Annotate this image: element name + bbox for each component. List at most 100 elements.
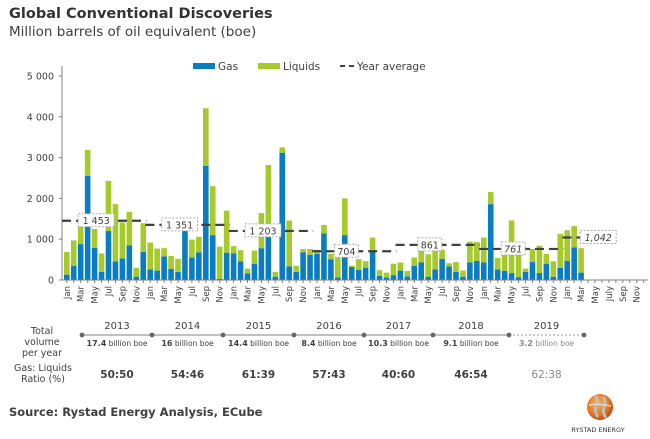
summary-volume-value: 8.4 (301, 339, 316, 348)
bar-liquids (77, 224, 84, 245)
bar-liquids (175, 258, 181, 272)
bar-gas (91, 247, 98, 280)
bar-gas (481, 262, 487, 280)
x-tick-label: Mar (77, 286, 87, 303)
bar-gas (404, 276, 411, 280)
bar-gas (77, 244, 84, 280)
year-average-label: 1 203 (249, 226, 276, 237)
bar-gas (564, 260, 570, 280)
bar-gas (328, 259, 334, 280)
x-tick-label: Nov (549, 286, 559, 303)
bar-liquids (91, 229, 98, 248)
bar-liquids (529, 248, 536, 263)
bar-gas (536, 273, 543, 280)
timeline-dot (361, 332, 367, 338)
bar-liquids (355, 259, 362, 270)
bar-liquids (467, 241, 473, 263)
bar-gas (279, 152, 286, 280)
timeline-dot (581, 332, 587, 338)
summary-year: 2015 (245, 321, 272, 332)
bar-gas (543, 263, 550, 280)
summary-year: 2019 (533, 321, 560, 332)
bar-liquids (70, 240, 77, 266)
bar-gas (84, 175, 91, 280)
chart-title: Global Conventional Discoveries (9, 6, 273, 22)
bar-gas (307, 254, 313, 280)
summary-volume: 8.4 billion boe (301, 339, 357, 348)
x-tick-label: Jan (146, 286, 156, 300)
bar-liquids (348, 265, 355, 267)
bar-liquids (439, 249, 445, 259)
bar-liquids (501, 246, 508, 272)
bar-gas (64, 274, 70, 280)
bar-liquids (453, 262, 459, 272)
bar-liquids (411, 257, 418, 266)
y-tick-label: 1 000 (27, 235, 54, 246)
chart-subtitle: Million barrels of oil equivalent (boe) (9, 24, 257, 40)
x-tick-label: May (91, 286, 101, 304)
bar-liquids (196, 236, 202, 253)
bar-liquids (557, 233, 564, 268)
year-average-label: 1,042 (585, 233, 612, 244)
bar-gas (383, 277, 390, 280)
y-tick-label: 3 000 (27, 153, 54, 164)
globe-logo-icon (587, 394, 613, 420)
x-tick-label: Sep (535, 286, 545, 302)
summary-volume-value: 17.4 (86, 339, 107, 348)
bar-liquids (147, 242, 153, 270)
x-tick-label: Sep (202, 286, 212, 302)
bar-gas (105, 231, 112, 280)
x-tick-label: Mar (410, 286, 420, 303)
bar-gas (418, 262, 425, 280)
legend-gas-swatch (193, 63, 215, 69)
summary-year: 2013 (104, 321, 130, 332)
bar-liquids (578, 248, 584, 273)
bar-liquids (161, 248, 167, 257)
x-tick-label: July (605, 286, 615, 302)
bar-liquids (154, 248, 160, 271)
timeline-dot (79, 332, 85, 338)
bar-gas (133, 276, 140, 280)
summary-volume: 10.3 billion boe (368, 339, 429, 348)
x-tick-label: Sep (118, 286, 128, 302)
y-tick-label: 0 (48, 276, 54, 287)
bar-liquids (460, 270, 466, 277)
year-timeline (79, 332, 587, 338)
bar-gas (515, 277, 522, 280)
bar-gas (98, 271, 105, 280)
bar-gas (126, 245, 133, 280)
bar-gas (272, 276, 279, 280)
summary-volume: 14.4 billion boe (228, 339, 289, 348)
bar-liquids (251, 250, 258, 264)
x-tick-label: Sep (285, 286, 295, 302)
x-tick-label: Jan (230, 286, 240, 300)
bar-liquids (293, 265, 299, 272)
bar-liquids (550, 261, 557, 277)
bar-liquids (522, 268, 529, 272)
bar-gas (196, 252, 202, 280)
x-tick-label: Jul (188, 286, 198, 297)
bar-liquids (376, 270, 383, 276)
year-average-label: 761 (504, 244, 522, 255)
bar-gas (168, 268, 174, 280)
bar-liquids (168, 255, 174, 269)
year-average-label: 704 (337, 247, 355, 258)
bar-liquids (272, 271, 279, 277)
bar-gas (439, 258, 445, 280)
bar-gas (321, 233, 327, 280)
bar-liquids (286, 220, 292, 267)
bar-gas (390, 275, 397, 280)
bar-liquids (84, 149, 91, 176)
bar-gas (376, 275, 383, 280)
x-tick-label: Jan (313, 286, 323, 300)
bar-liquids (536, 245, 543, 274)
volume-row-label: Total volume per year (22, 326, 62, 359)
bar-gas (508, 273, 515, 280)
bar-liquids (300, 248, 306, 253)
x-tick-label: Jul (522, 286, 532, 297)
bar-gas (258, 248, 265, 280)
legend-average-label: Year average (356, 61, 426, 73)
bar-gas (209, 235, 216, 280)
bar-liquids (140, 223, 147, 252)
y-tick-label: 2 000 (27, 194, 54, 205)
